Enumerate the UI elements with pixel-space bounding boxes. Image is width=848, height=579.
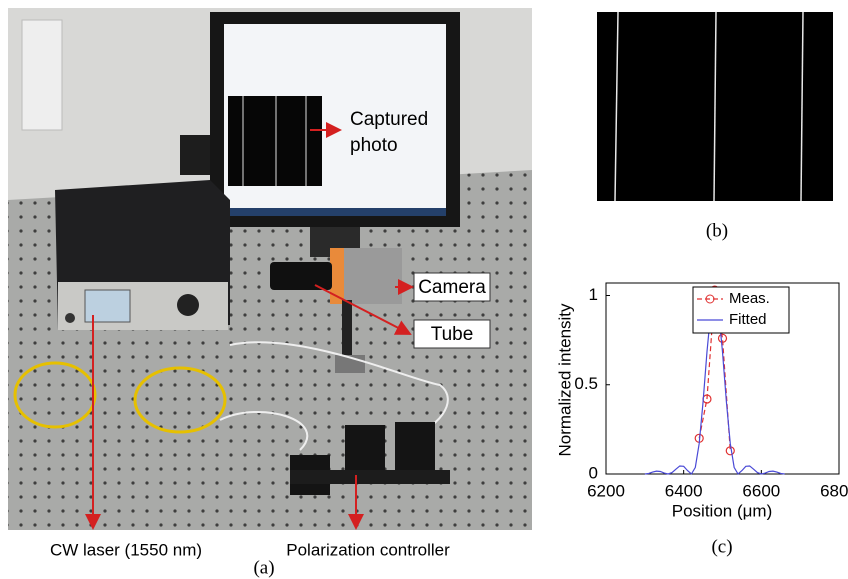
y-axis-label: Normalized intensity (555, 303, 574, 457)
x-axis-label: Position (μm) (672, 501, 772, 520)
photo (8, 8, 532, 530)
label: Tube (431, 324, 474, 345)
legend-label: Fitted (729, 311, 767, 328)
label: Polarization controller (286, 540, 450, 559)
x-tick-label: 6600 (742, 481, 780, 500)
legend-label: Meas. (729, 290, 770, 307)
image-b: (b) (597, 12, 833, 241)
x-tick-label: 6800 (820, 481, 848, 500)
page: {"panel_a": {"captured_photo": ["Capture… (0, 0, 848, 579)
y-tick-label: 1 (589, 285, 598, 304)
x-tick-label: 6400 (665, 481, 703, 500)
caption: (c) (711, 536, 732, 557)
caption: (a) (253, 557, 274, 578)
label: Captured (350, 109, 428, 130)
y-tick-label: 0 (589, 463, 598, 482)
label: Camera (418, 277, 486, 298)
label: photo (350, 135, 398, 156)
label: CW laser (1550 nm) (50, 540, 202, 559)
caption: (b) (706, 220, 728, 241)
y-tick-label: 0.5 (574, 374, 598, 393)
chart: (c) Position (μm) Normalized intensity 0… (555, 283, 848, 557)
x-tick-label: 6200 (587, 481, 625, 500)
figure: Captured photo Camera Tube CW laser (155… (0, 0, 848, 579)
